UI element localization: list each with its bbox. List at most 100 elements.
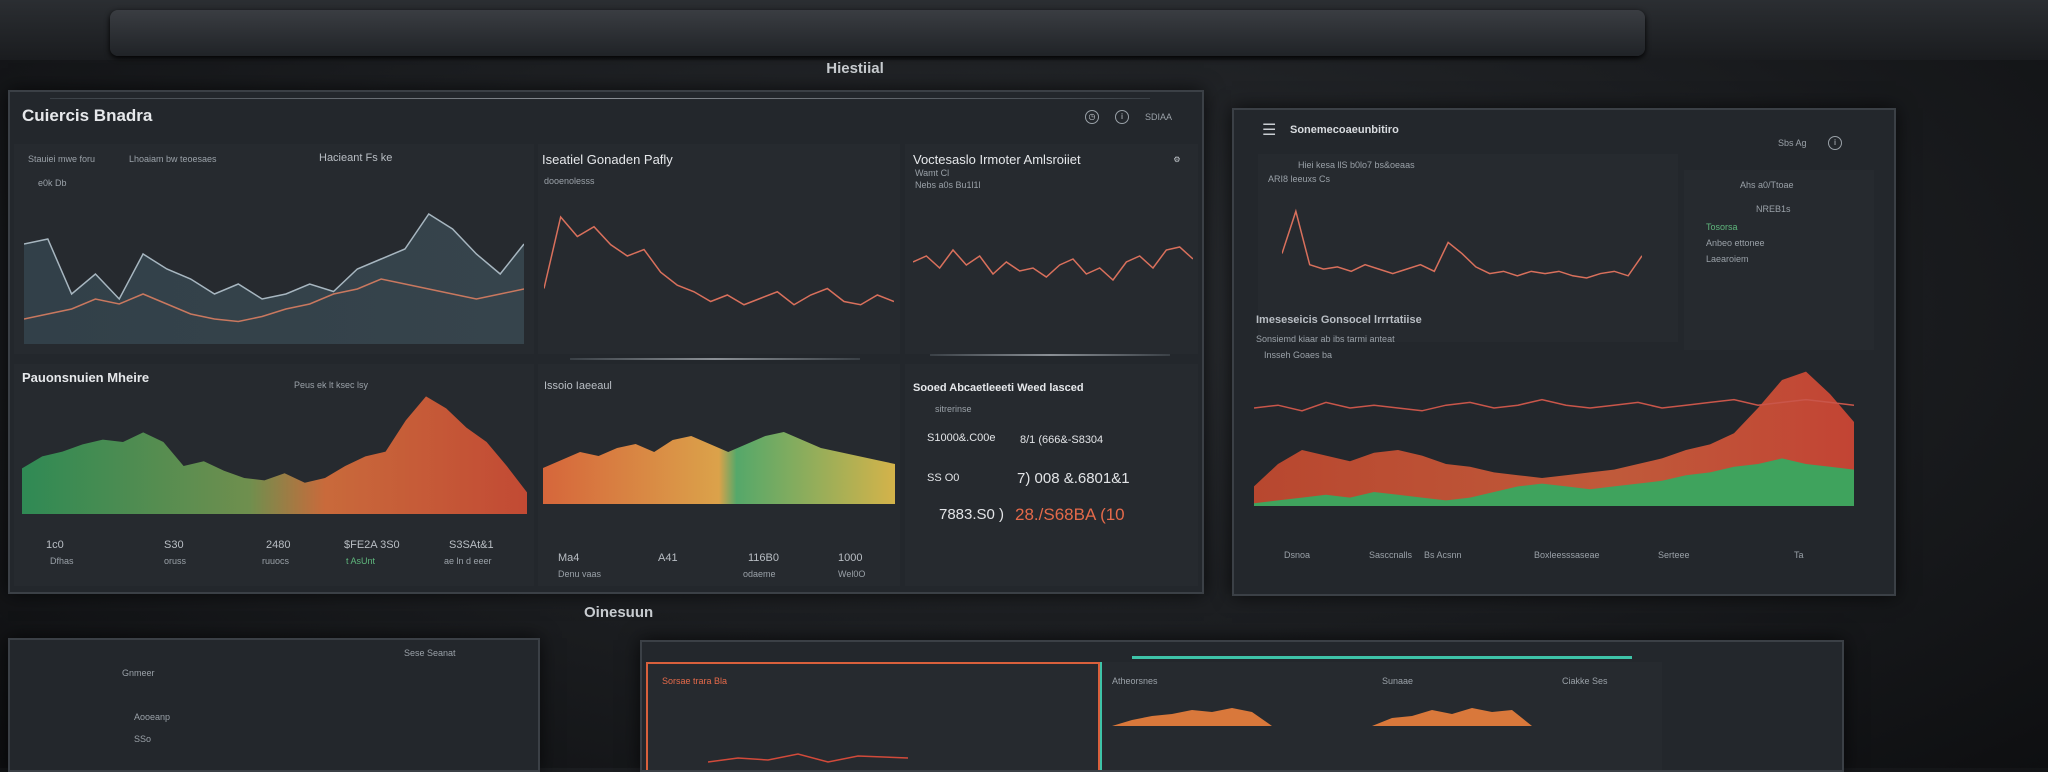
panel-subtitle: dooenolesss [544, 176, 595, 186]
stat-value: S30 [164, 539, 184, 551]
axis-tick: Ta [1794, 550, 1804, 560]
header-small-text: SDIAA [1145, 112, 1173, 122]
panel-subtitle: Nebs a0s Bu1l1l [915, 180, 981, 190]
kpi-right: 8/1 (666&-S8304 [1020, 434, 1104, 446]
multicolor-area-chart [543, 432, 895, 504]
header-small-text: Sese Seanat [404, 648, 456, 658]
legend-text: Hiei kesa llS b0lo7 bs&oeaas [1298, 160, 1415, 170]
stat-label: oruss [164, 556, 187, 566]
legend-item: Laearoiem [1706, 254, 1749, 264]
bottom-area-chart [1254, 371, 1854, 506]
area-green-fill [1254, 458, 1854, 506]
axis-tick: ARI8 leeuxs Cs [1268, 174, 1331, 184]
list-item: Gnmeer [122, 668, 155, 678]
spike-line [1282, 208, 1642, 279]
kpi-left: S1000&.C00e [927, 432, 996, 444]
panel-top-line: Hiei kesa llS b0lo7 bs&oeaas ARI8 leeuxs… [1258, 154, 1678, 342]
axis-tick: Sasccnalls [1369, 550, 1413, 560]
series-line-2 [24, 278, 524, 323]
panel-kpi-table: Sooed Abcaetleeeti Weed lasced sitrerins… [905, 364, 1198, 586]
stat-value: A41 [658, 552, 678, 564]
legend-item: Lhoaiam bw teoesaes [129, 154, 217, 164]
kpi-right-highlight: 28./S68BA (10 [1015, 505, 1125, 524]
axis-tick: Boxleesssaseae [1534, 550, 1600, 560]
orange-area-chart-mini [1112, 708, 1532, 726]
legend-subtitle: NREB1s [1756, 204, 1791, 214]
red-line-chart [544, 215, 894, 306]
panel-subtitle: Wamt Cl [915, 168, 950, 178]
dashboard-title: Sonemecoaeunbitiro [1290, 124, 1399, 136]
stat-value: 1c0 [46, 539, 64, 551]
multicolor-area-fill [543, 432, 895, 504]
stat-value: $FE2A 3S0 [344, 539, 400, 551]
gradient-area-fill [22, 396, 527, 514]
legend-item: Tosorsa [1706, 222, 1738, 232]
lower-right-screen: Sorsae trara Bla Atheorsnes Sunaae Ciakk… [640, 640, 1844, 772]
stat-label: Denu vaas [558, 569, 602, 579]
stat-label: ruuocs [262, 556, 290, 566]
panel-title: Atheorsnes [1112, 676, 1158, 686]
series-area-fill [24, 214, 524, 344]
panel-title: Sorsae trara Bla [662, 676, 728, 686]
panel-line-red: Iseatiel Gonaden Pafly dooenolesss [538, 144, 900, 354]
list-item: Aooeanp [134, 712, 171, 722]
panel-divider [930, 354, 1170, 356]
monitor-label: Hiestiial [826, 60, 884, 77]
area-red-fill [1254, 371, 1854, 506]
panel-trend-lines: Stauiei mwe foru Lhoaiam bw teoesaes Hac… [14, 144, 534, 354]
menu-icon[interactable]: ☰ [1262, 122, 1277, 139]
teal-accent-bar [1132, 656, 1632, 659]
list-item: SSo [134, 734, 152, 744]
panel-label: Ciakke Ses [1562, 676, 1608, 686]
spike-line-chart [1282, 208, 1642, 279]
stat-label: ae ln d eeer [444, 556, 492, 566]
trend-line-chart [24, 212, 524, 344]
left-dashboard-screen: Cuiercis Bnadra ◷ i SDIAA Stauiei mwe fo… [8, 90, 1204, 594]
series-line-red [544, 215, 894, 306]
red-line-chart-2 [913, 246, 1193, 282]
settings-icon[interactable]: ⚙ [1173, 155, 1181, 164]
stat-value: 116B0 [748, 552, 779, 564]
panel-highlighted-teal: Atheorsnes Sunaae Ciakke Ses [1100, 656, 1662, 770]
kpi-right: 7) 008 &.6801&1 [1017, 470, 1130, 487]
header-divider [50, 98, 1150, 99]
header-small-text: Sbs Ag [1778, 138, 1807, 148]
monitor-top-bar [110, 10, 1645, 56]
panel-line-red-2: Voctesaslo Irmoter Amlsroiiet Wamt Cl Ne… [905, 144, 1198, 354]
legend-item: Stauiei mwe foru [28, 154, 96, 164]
panel-area-gradient: Pauonsnuien Mheire Peus ek lt ksec lsy 1… [14, 364, 534, 586]
panel-area-multicolor: Issoio Iaeeaul Ma4 A41 116B0 1000 Denu v… [538, 364, 900, 586]
axis-tick: Dsnoa [1284, 550, 1311, 560]
axis-tick: e0k Db [38, 178, 67, 188]
clock-icon[interactable]: ◷ [1085, 110, 1099, 124]
stat-value: 2480 [266, 539, 291, 551]
dashboard-title: Cuiercis Bnadra [22, 106, 153, 125]
panel-subtitle: sitrerinse [935, 404, 972, 414]
red-line-chart-mini [708, 753, 908, 763]
series-line-red [913, 246, 1193, 282]
section-subtitle: Sonsiemd kiaar ab ibs tarmi anteat [1256, 334, 1395, 344]
lower-monitor-label: Oinesuun [584, 604, 654, 621]
kpi-left: 7883.S0 ) [939, 506, 1005, 523]
panel-label: Sunaae [1382, 676, 1414, 686]
legend-title: Ahs a0/Ttoae [1740, 180, 1794, 190]
stat-label: Wel0O [838, 569, 866, 579]
info-icon[interactable]: i [1115, 110, 1129, 124]
series-line-1 [24, 212, 524, 301]
stat-label: odaeme [743, 569, 776, 579]
stat-value: S3SAt&1 [449, 539, 494, 551]
axis-tick: Bs Acsnn [1424, 550, 1462, 560]
info-icon[interactable]: i [1828, 136, 1842, 150]
panel-title: Issoio Iaeeaul [544, 380, 612, 392]
axis-tick: Serteee [1658, 550, 1690, 560]
panel-side-legend: Ahs a0/Ttoae NREB1s Tosorsa Anbeo ettone… [1684, 170, 1874, 350]
panel-title: Pauonsnuien Mheire [22, 370, 150, 385]
gradient-area-chart [22, 396, 527, 514]
panel-divider [570, 358, 860, 360]
panel-title: Iseatiel Gonaden Pafly [542, 152, 673, 167]
kpi-left: SS O0 [927, 472, 960, 484]
panel-subtitle: Peus ek lt ksec lsy [294, 380, 369, 390]
stat-value: Ma4 [558, 552, 580, 564]
section-title: Imeseseicis Gonsocel lrrrtatiise [1256, 314, 1422, 326]
stat-label: Dfhas [50, 556, 74, 566]
